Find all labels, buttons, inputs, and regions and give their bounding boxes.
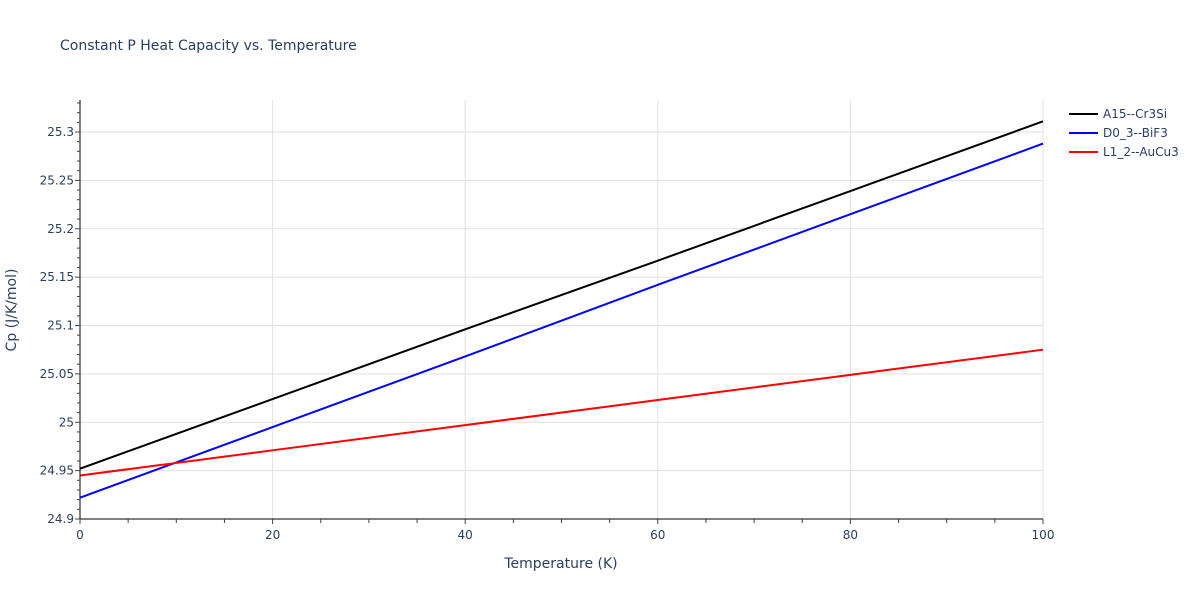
y-tick-label: 25.05 bbox=[40, 367, 74, 381]
y-tick-label: 25.2 bbox=[47, 222, 74, 236]
x-tick-label: 20 bbox=[265, 528, 280, 542]
chart-title: Constant P Heat Capacity vs. Temperature bbox=[60, 38, 357, 54]
legend-item[interactable]: L1_2--AuCu3 bbox=[1069, 145, 1179, 159]
legend-label: L1_2--AuCu3 bbox=[1103, 145, 1179, 159]
legend: A15--Cr3Si D0_3--BiF3 L1_2--AuCu3 bbox=[1069, 107, 1179, 159]
x-tick-label: 40 bbox=[458, 528, 473, 542]
y-tick-label: 25 bbox=[59, 415, 74, 429]
gridlines bbox=[80, 100, 1044, 519]
x-tick-label: 80 bbox=[843, 528, 858, 542]
x-tick-label: 100 bbox=[1032, 528, 1055, 542]
legend-label: A15--Cr3Si bbox=[1103, 107, 1167, 121]
y-tick-label: 24.95 bbox=[40, 464, 74, 478]
y-tick-label: 25.1 bbox=[47, 319, 74, 333]
legend-item[interactable]: D0_3--BiF3 bbox=[1069, 126, 1168, 140]
y-tick-label: 24.9 bbox=[47, 512, 74, 526]
y-tick-label: 25.25 bbox=[40, 173, 74, 187]
plot-area bbox=[79, 120, 1044, 499]
x-axis-title: Temperature (K) bbox=[503, 556, 617, 572]
x-tick-label: 0 bbox=[76, 528, 84, 542]
y-tick-label: 25.15 bbox=[40, 270, 74, 284]
y-tick-label: 25.3 bbox=[47, 125, 74, 139]
series-line bbox=[79, 348, 1044, 477]
y-axis-title: Cp (J/K/mol) bbox=[4, 269, 20, 352]
legend-label: D0_3--BiF3 bbox=[1103, 126, 1168, 140]
x-tick-label: 60 bbox=[650, 528, 665, 542]
legend-item[interactable]: A15--Cr3Si bbox=[1069, 107, 1167, 121]
series-line bbox=[79, 142, 1044, 499]
axes: 24.9 24.95 25 25.05 25.1 25.15 25.2 25.25 25.3 0 2… bbox=[40, 100, 1055, 542]
series-line bbox=[79, 120, 1044, 470]
